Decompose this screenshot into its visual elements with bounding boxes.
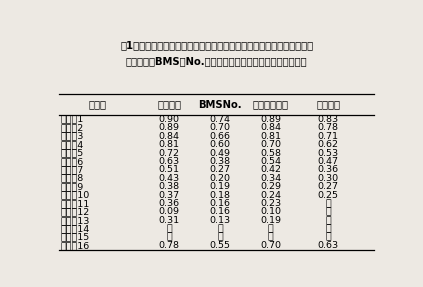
Text: －: － xyxy=(325,208,331,216)
Text: 0.42: 0.42 xyxy=(261,165,281,174)
Text: 0.81: 0.81 xyxy=(261,132,281,141)
Text: 0.71: 0.71 xyxy=(318,132,339,141)
Text: 0.70: 0.70 xyxy=(261,241,281,250)
Text: －: － xyxy=(325,224,331,233)
Text: 0.10: 0.10 xyxy=(261,208,281,216)
Text: 0.23: 0.23 xyxy=(260,199,281,208)
Text: 0.19: 0.19 xyxy=(261,216,281,225)
Text: －: － xyxy=(166,233,172,242)
Text: 0.70: 0.70 xyxy=(209,123,231,132)
Text: －: － xyxy=(268,233,274,242)
Text: 緑色　6: 緑色 6 xyxy=(60,157,83,166)
Text: 0.38: 0.38 xyxy=(159,182,180,191)
Text: 0.74: 0.74 xyxy=(209,115,231,124)
Text: 0.29: 0.29 xyxy=(261,182,281,191)
Text: 4: 4 xyxy=(60,140,83,149)
Text: 14: 14 xyxy=(60,224,89,233)
Text: 0.53: 0.53 xyxy=(318,148,339,158)
Text: ドット16: ドット16 xyxy=(60,241,89,250)
Text: 0.55: 0.55 xyxy=(209,241,231,250)
Text: －: － xyxy=(166,224,172,233)
Text: 0.34: 0.34 xyxy=(260,174,281,183)
Text: 白色　7: 白色 7 xyxy=(60,165,83,174)
Text: 0.84: 0.84 xyxy=(159,132,180,141)
Text: －: － xyxy=(325,199,331,208)
Text: 0.54: 0.54 xyxy=(261,157,281,166)
Text: 0.90: 0.90 xyxy=(159,115,180,124)
Text: 0.89: 0.89 xyxy=(261,115,281,124)
Text: 0.78: 0.78 xyxy=(318,123,339,132)
Text: 0.83: 0.83 xyxy=(318,115,339,124)
Text: 0.16: 0.16 xyxy=(209,208,231,216)
Text: 表1　スキャンによる胸最長筋画像の各色の割合と脂肪含量，牛肉脂肪: 表1 スキャンによる胸最長筋画像の各色の割合と脂肪含量，牛肉脂肪 xyxy=(120,40,313,50)
Text: 0.66: 0.66 xyxy=(209,132,231,141)
Text: 0.62: 0.62 xyxy=(318,140,339,149)
Text: 0.36: 0.36 xyxy=(159,199,180,208)
Text: 0.84: 0.84 xyxy=(261,123,281,132)
Text: －: － xyxy=(325,216,331,225)
Text: 青緑色3: 青緑色3 xyxy=(60,132,83,141)
Text: 青色　1: 青色 1 xyxy=(60,115,83,124)
Text: 0.70: 0.70 xyxy=(261,140,281,149)
Text: 0.18: 0.18 xyxy=(209,191,231,200)
Text: 0.89: 0.89 xyxy=(159,123,180,132)
Text: 2: 2 xyxy=(60,123,83,132)
Text: 5: 5 xyxy=(60,148,83,158)
Text: 色番号: 色番号 xyxy=(88,100,106,110)
Text: 0.27: 0.27 xyxy=(209,165,231,174)
Text: 0.51: 0.51 xyxy=(159,165,180,174)
Text: 0.37: 0.37 xyxy=(159,191,180,200)
Text: －: － xyxy=(268,224,274,233)
Text: 0.20: 0.20 xyxy=(209,174,231,183)
Text: －: － xyxy=(325,233,331,242)
Text: 0.63: 0.63 xyxy=(159,157,180,166)
Text: 0.63: 0.63 xyxy=(318,241,339,250)
Text: 0.25: 0.25 xyxy=(318,191,339,200)
Text: 13: 13 xyxy=(60,216,89,225)
Text: BMSNo.: BMSNo. xyxy=(198,100,242,110)
Text: 桃色　10: 桃色 10 xyxy=(60,191,89,200)
Text: 脂肪交雑等級: 脂肪交雑等級 xyxy=(253,100,289,110)
Text: 0.58: 0.58 xyxy=(261,148,281,158)
Text: 0.13: 0.13 xyxy=(209,216,231,225)
Text: 0.78: 0.78 xyxy=(159,241,180,250)
Text: 交雑模型（BMS）No.，脂肪交雑及び肉質等級との相関関係: 交雑模型（BMS）No.，脂肪交雑及び肉質等級との相関関係 xyxy=(126,57,308,67)
Text: 肉質等級: 肉質等級 xyxy=(316,100,340,110)
Text: 0.31: 0.31 xyxy=(159,216,180,225)
Text: 0.27: 0.27 xyxy=(318,182,339,191)
Text: 0.24: 0.24 xyxy=(261,191,281,200)
Text: 脂肪含量: 脂肪含量 xyxy=(157,100,181,110)
Text: 11: 11 xyxy=(60,199,89,208)
Text: 0.81: 0.81 xyxy=(159,140,180,149)
Text: 0.49: 0.49 xyxy=(209,148,231,158)
Text: 黄色　8: 黄色 8 xyxy=(60,174,83,183)
Text: 0.19: 0.19 xyxy=(209,182,231,191)
Text: 0.72: 0.72 xyxy=(159,148,180,158)
Text: 0.36: 0.36 xyxy=(318,165,339,174)
Text: 0.38: 0.38 xyxy=(209,157,231,166)
Text: 赤色　15: 赤色 15 xyxy=(60,233,89,242)
Text: 0.60: 0.60 xyxy=(209,140,231,149)
Text: －: － xyxy=(217,224,223,233)
Text: 0.16: 0.16 xyxy=(209,199,231,208)
Text: 9: 9 xyxy=(60,182,83,191)
Text: 0.47: 0.47 xyxy=(318,157,339,166)
Text: 0.30: 0.30 xyxy=(318,174,339,183)
Text: －: － xyxy=(217,233,223,242)
Text: 橙色　12: 橙色 12 xyxy=(60,208,89,216)
Text: 0.43: 0.43 xyxy=(159,174,180,183)
Text: 0.09: 0.09 xyxy=(159,208,180,216)
